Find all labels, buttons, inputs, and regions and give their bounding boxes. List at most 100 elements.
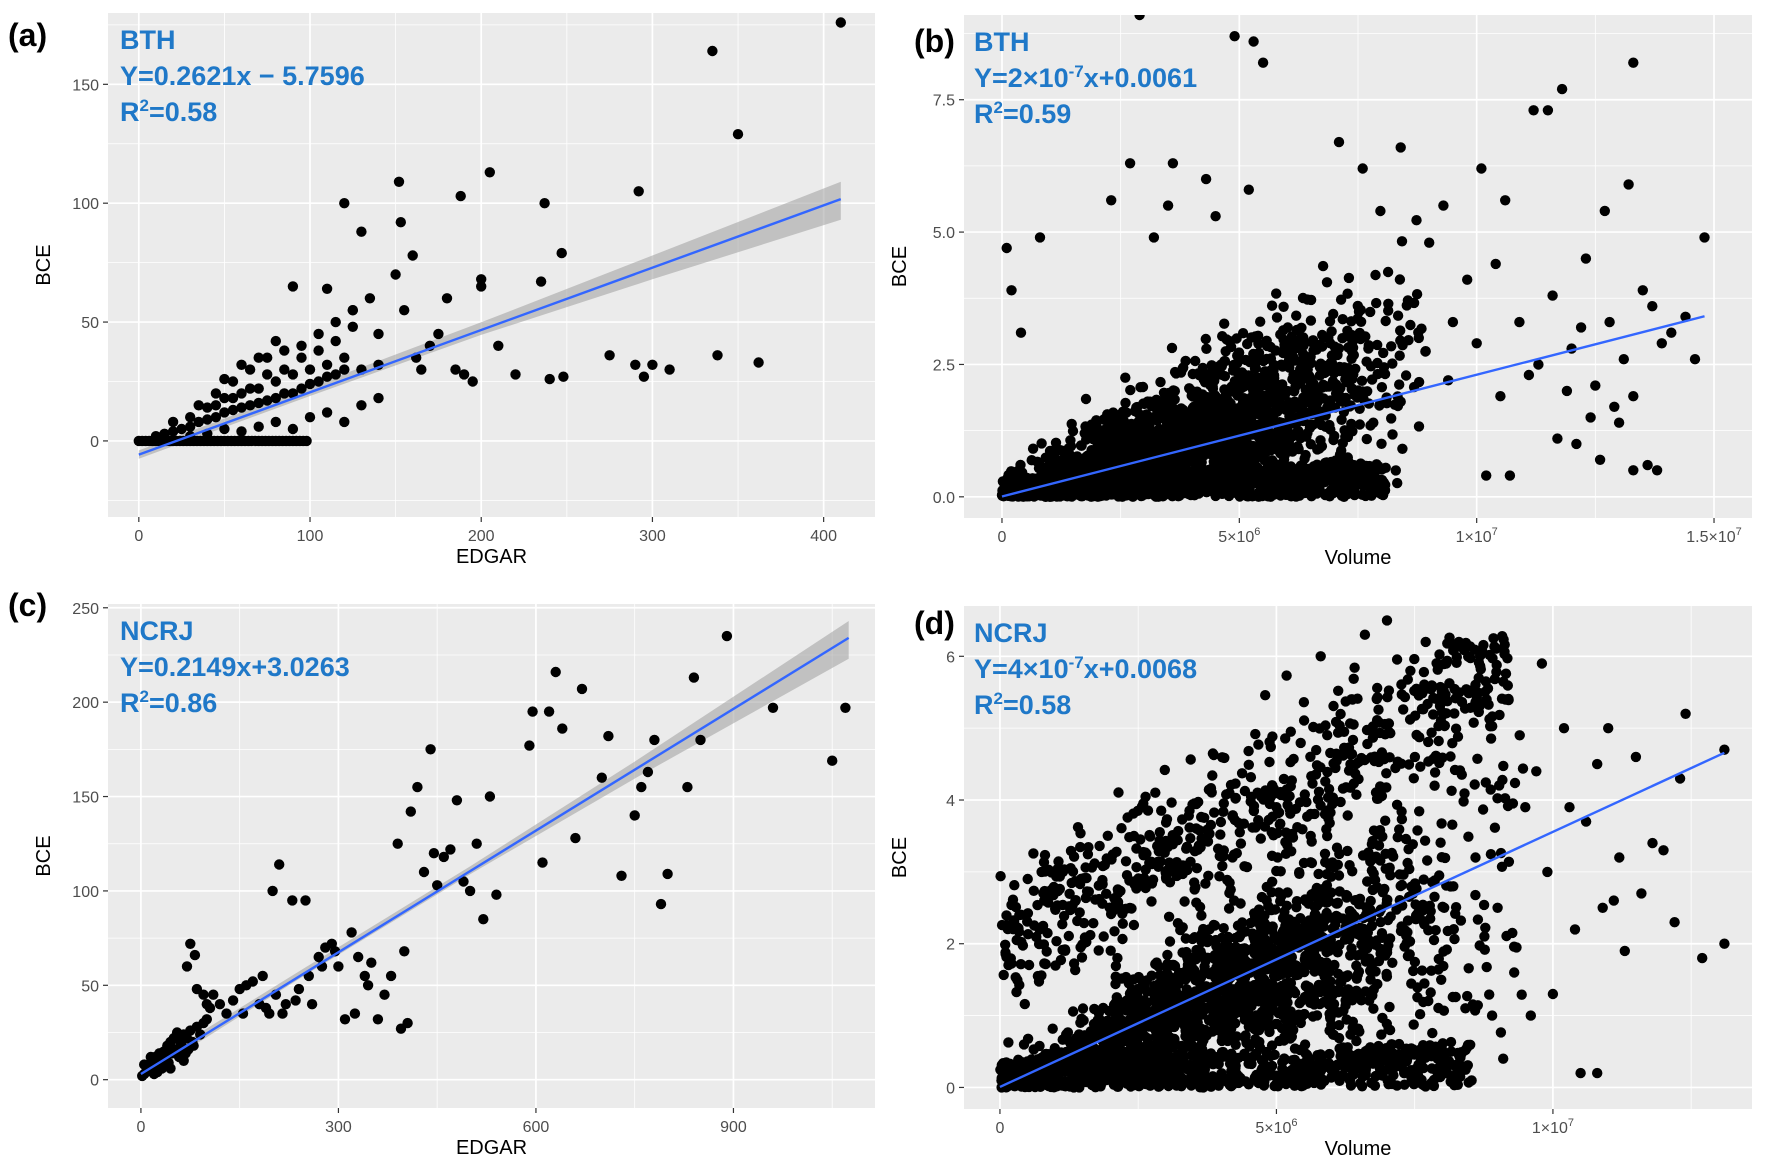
data-point <box>1162 200 1174 211</box>
data-point <box>1306 857 1318 869</box>
data-point <box>1206 999 1217 1011</box>
data-point <box>1107 468 1118 480</box>
data-point <box>1420 346 1431 357</box>
data-point <box>1422 855 1433 866</box>
data-point <box>1430 925 1441 936</box>
data-point <box>253 383 264 394</box>
data-point <box>1015 459 1026 471</box>
r-squared: R2=0.58 <box>120 96 217 127</box>
data-point <box>1459 788 1470 799</box>
data-point <box>1291 488 1302 499</box>
data-point <box>1167 413 1178 424</box>
data-point <box>1337 314 1348 325</box>
data-point <box>1267 370 1279 381</box>
data-point <box>1282 424 1293 435</box>
data-point <box>1284 344 1296 356</box>
data-point <box>537 857 548 868</box>
data-point <box>270 376 281 387</box>
data-point <box>539 198 550 209</box>
x-tick-label: 0 <box>998 529 1007 546</box>
data-point <box>1357 489 1368 500</box>
data-point <box>433 328 444 340</box>
data-point <box>1386 413 1397 424</box>
data-point <box>1110 971 1121 982</box>
data-point <box>1327 989 1339 1000</box>
regression-line <box>1001 315 1705 498</box>
data-point <box>1296 322 1307 333</box>
data-point <box>1460 1003 1471 1014</box>
r-squared-symbol: R <box>974 99 994 129</box>
data-point <box>296 340 307 351</box>
data-point <box>221 1008 232 1019</box>
data-point <box>1169 981 1181 992</box>
data-point <box>287 423 299 435</box>
data-point <box>1249 935 1261 946</box>
data-point <box>1100 454 1111 466</box>
data-point <box>236 426 247 437</box>
data-point <box>1463 963 1474 974</box>
data-point <box>1385 870 1396 881</box>
data-point <box>1300 981 1312 992</box>
data-point <box>1126 997 1137 1009</box>
x-tick-label: 900 <box>720 1119 747 1136</box>
data-point <box>1438 946 1449 957</box>
data-point <box>1300 449 1311 461</box>
data-point <box>321 283 333 294</box>
data-point <box>1309 405 1321 417</box>
data-point <box>1182 1041 1194 1052</box>
data-point <box>1162 949 1173 961</box>
data-point <box>1375 916 1386 928</box>
data-point <box>1101 413 1112 424</box>
data-point <box>1365 361 1377 372</box>
data-point <box>1381 968 1392 980</box>
data-point <box>1637 285 1649 296</box>
data-point <box>471 838 482 849</box>
data-point <box>1368 1003 1379 1014</box>
data-point <box>193 400 204 411</box>
data-point <box>1324 463 1336 474</box>
data-point <box>280 999 291 1010</box>
data-point <box>1241 956 1252 967</box>
data-point <box>1428 934 1440 946</box>
data-point <box>208 989 219 1000</box>
data-point <box>1290 960 1301 971</box>
data-point <box>1346 487 1357 499</box>
data-point <box>1097 489 1109 500</box>
data-point <box>1299 954 1311 965</box>
data-point <box>649 734 660 746</box>
data-point <box>1416 965 1428 976</box>
data-point <box>139 1059 150 1070</box>
data-point <box>1133 428 1145 439</box>
data-point <box>1080 393 1092 405</box>
data-point <box>290 995 301 1006</box>
data-point <box>1222 958 1233 969</box>
data-point <box>1481 961 1492 973</box>
data-point <box>267 885 278 897</box>
plot-area <box>996 15 1710 502</box>
data-point <box>1014 473 1026 484</box>
data-point <box>347 305 358 316</box>
data-point <box>1211 453 1222 465</box>
data-point <box>1155 411 1167 423</box>
data-point <box>1271 288 1282 299</box>
data-point <box>1320 996 1331 1007</box>
data-point <box>198 989 209 1000</box>
data-point <box>1278 1035 1290 1046</box>
data-point <box>1278 301 1289 312</box>
data-point <box>1290 381 1301 392</box>
data-point <box>1178 483 1190 495</box>
x-axis-title: EDGAR <box>456 1137 527 1159</box>
data-point <box>1068 462 1079 473</box>
data-point <box>1209 398 1220 410</box>
data-point <box>1433 1002 1444 1014</box>
data-point <box>304 378 316 390</box>
data-point <box>1575 322 1587 333</box>
data-point <box>1142 412 1153 423</box>
data-point <box>1250 363 1262 374</box>
y-tick-label: 150 <box>72 790 99 807</box>
data-point <box>1232 357 1243 369</box>
data-point <box>1289 355 1301 366</box>
data-point <box>1337 437 1349 449</box>
y-tick-label: 100 <box>72 196 99 213</box>
data-point <box>279 364 290 375</box>
